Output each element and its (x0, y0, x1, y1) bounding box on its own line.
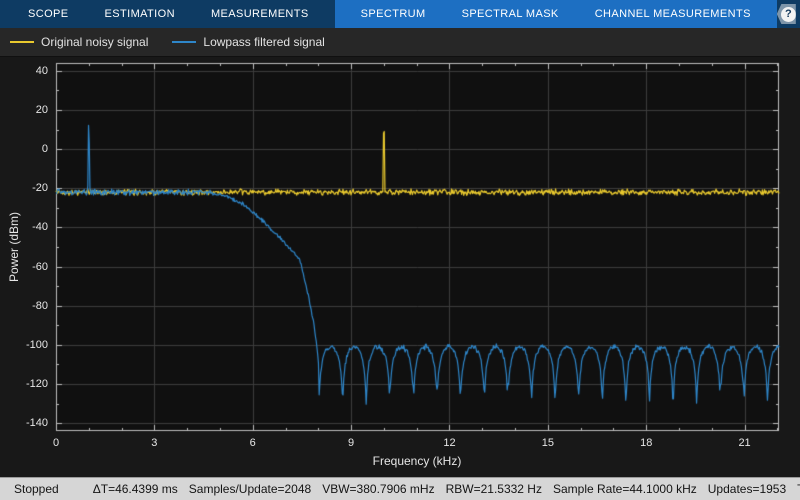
y-tick-label: -80 (32, 299, 48, 312)
status-bar: Stopped ΔT=46.4399 ms Samples/Update=204… (0, 477, 800, 500)
status-updates: Updates=1953 (707, 482, 787, 496)
status-vbw: VBW=380.7906 mHz (322, 482, 435, 496)
tab-channel-measurements[interactable]: CHANNEL MEASUREMENTS (594, 8, 751, 20)
spectrum-canvas[interactable] (0, 57, 800, 479)
legend-line-yellow-icon (10, 41, 34, 43)
tab-scope[interactable]: SCOPE (28, 8, 69, 20)
status-sample-rate: Sample Rate=44.1000 kHz (552, 482, 697, 496)
y-tick-label: -40 (32, 221, 48, 234)
status-delta-t: ΔT=46.4399 ms (92, 482, 178, 496)
y-tick-label: -20 (32, 182, 48, 195)
x-tick-label: 18 (640, 437, 653, 449)
x-axis-title: Frequency (kHz) (372, 454, 462, 468)
tab-spectral-mask[interactable]: SPECTRAL MASK (461, 8, 559, 20)
tab-group-left: SCOPE ESTIMATION MEASUREMENTS (0, 0, 327, 28)
legend-item-filtered[interactable]: Lowpass filtered signal (172, 35, 325, 49)
x-tick-label: 15 (541, 437, 554, 449)
tab-estimation[interactable]: ESTIMATION (104, 8, 175, 20)
x-tick-label: 9 (348, 437, 355, 449)
status-samples-per-update: Samples/Update=2048 (188, 482, 312, 496)
tab-group-spectrum: SPECTRUM SPECTRAL MASK CHANNEL MEASUREME… (334, 0, 777, 28)
y-tick-label: 20 (35, 103, 48, 116)
x-tick-label: 6 (249, 437, 256, 449)
y-tick-label: -120 (25, 378, 48, 391)
x-tick-label: 3 (151, 437, 158, 449)
x-tick-label: 21 (738, 437, 751, 449)
help-button[interactable]: ? (776, 4, 796, 24)
legend-item-original[interactable]: Original noisy signal (10, 35, 148, 49)
status-time: T=90.7 (797, 482, 800, 496)
y-tick-label: -100 (25, 338, 48, 351)
plot-region: 0 3 6 9 12 15 18 21 40 20 0 -20 -40 -60 -80 -100 -120 -14… (0, 57, 800, 479)
y-tick-label: -140 (25, 417, 48, 430)
legend-bar: Original noisy signal Lowpass filtered s… (0, 28, 800, 57)
legend-label: Lowpass filtered signal (203, 35, 325, 49)
y-axis-title: Power (dBm) (7, 211, 21, 283)
status-rbw: RBW=21.5332 Hz (445, 482, 542, 496)
y-tick-label: -60 (32, 260, 48, 273)
x-tick-label: 12 (443, 437, 456, 449)
tab-measurements[interactable]: MEASUREMENTS (210, 8, 309, 20)
y-tick-label: 40 (35, 64, 48, 77)
status-state: Stopped (14, 482, 59, 496)
legend-label: Original noisy signal (41, 35, 149, 49)
y-tick-label: 0 (41, 143, 48, 156)
question-mark-icon: ? (780, 6, 796, 22)
legend-line-blue-icon (172, 41, 197, 43)
tab-spectrum[interactable]: SPECTRUM (360, 8, 426, 20)
toolstrip-tabbar: SCOPE ESTIMATION MEASUREMENTS SPECTRUM S… (0, 0, 800, 28)
x-tick-label: 0 (52, 437, 60, 449)
